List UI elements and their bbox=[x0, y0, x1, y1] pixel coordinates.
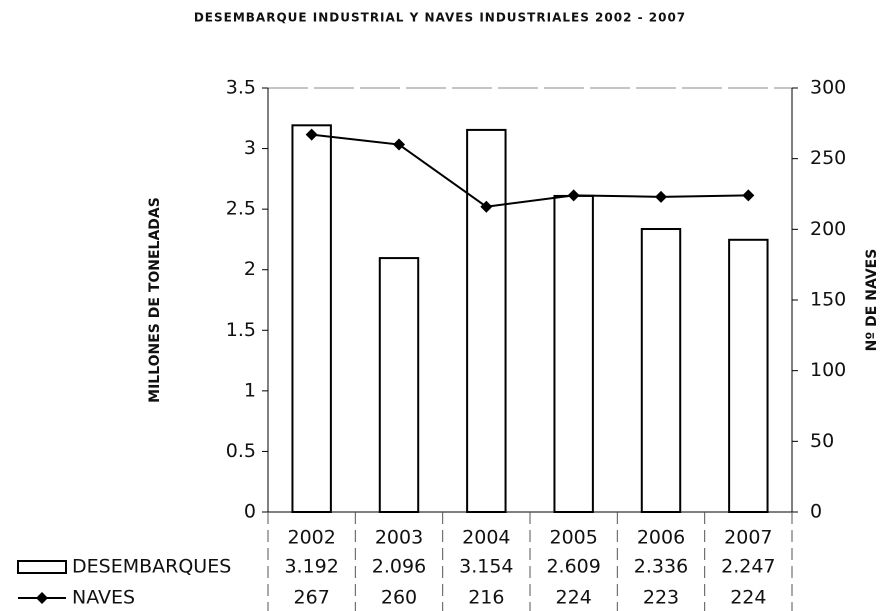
line-marker bbox=[655, 190, 667, 203]
table-value: 216 bbox=[468, 587, 504, 609]
x-tick-label: 2004 bbox=[462, 527, 510, 549]
table-value: 3.192 bbox=[284, 556, 338, 578]
line-marker bbox=[480, 200, 493, 213]
y2-tick-label: 100 bbox=[810, 359, 846, 381]
table-value: 260 bbox=[381, 587, 417, 609]
plot-frame bbox=[267, 87, 793, 513]
x-tick-label: 2003 bbox=[375, 527, 423, 549]
y-tick-label: 3.5 bbox=[226, 77, 256, 99]
y-tick-label: 0.5 bbox=[226, 440, 256, 462]
y-tick-label: 1.5 bbox=[226, 319, 256, 341]
y2-axis-label: Nº DE NAVES bbox=[864, 249, 880, 352]
y2-tick-label: 300 bbox=[810, 77, 846, 99]
y2-tick-label: 250 bbox=[810, 147, 846, 169]
line-marker bbox=[567, 189, 580, 202]
line-marker bbox=[742, 189, 755, 202]
y-tick-label: 2.5 bbox=[226, 198, 256, 220]
table-value: 2.096 bbox=[372, 556, 426, 578]
y2-tick-label: 50 bbox=[810, 430, 834, 452]
y2-tick-label: 150 bbox=[810, 289, 846, 311]
legend-swatch bbox=[17, 560, 67, 574]
x-tick-label: 2002 bbox=[287, 527, 335, 549]
y-tick-label: 0 bbox=[244, 501, 256, 523]
x-tick-label: 2005 bbox=[549, 527, 597, 549]
x-tick-label: 2007 bbox=[724, 527, 772, 549]
y2-tick-label: 200 bbox=[810, 218, 846, 240]
legend-label: NAVES bbox=[72, 587, 135, 609]
table-value: 224 bbox=[730, 587, 766, 609]
bar bbox=[553, 194, 594, 513]
y-tick-label: 1 bbox=[244, 379, 256, 401]
table-value: 2.247 bbox=[721, 556, 775, 578]
x-tick-label: 2006 bbox=[637, 527, 685, 549]
table-value: 224 bbox=[556, 587, 592, 609]
table-value: 223 bbox=[643, 587, 679, 609]
table-value: 2.336 bbox=[634, 556, 688, 578]
legend-marker bbox=[36, 592, 48, 604]
y-tick-label: 2 bbox=[244, 258, 256, 280]
bar bbox=[291, 124, 332, 513]
table-value: 267 bbox=[294, 587, 330, 609]
chart-title: DESEMBARQUE INDUSTRIAL Y NAVES INDUSTRIA… bbox=[194, 11, 686, 25]
table-value: 3.154 bbox=[459, 556, 513, 578]
line bbox=[311, 133, 749, 208]
y2-tick-label: 0 bbox=[810, 501, 822, 523]
line-marker bbox=[393, 138, 405, 151]
y-tick-label: 3 bbox=[244, 137, 256, 159]
table-value: 2.609 bbox=[546, 556, 600, 578]
bar bbox=[728, 238, 769, 514]
bar bbox=[466, 128, 507, 513]
line-marker bbox=[305, 128, 318, 141]
y-axis-label: MILLONES DE TONELADAS bbox=[147, 197, 163, 403]
bar bbox=[378, 257, 420, 513]
legend-label: DESEMBARQUES bbox=[72, 556, 231, 578]
bar bbox=[640, 228, 682, 513]
